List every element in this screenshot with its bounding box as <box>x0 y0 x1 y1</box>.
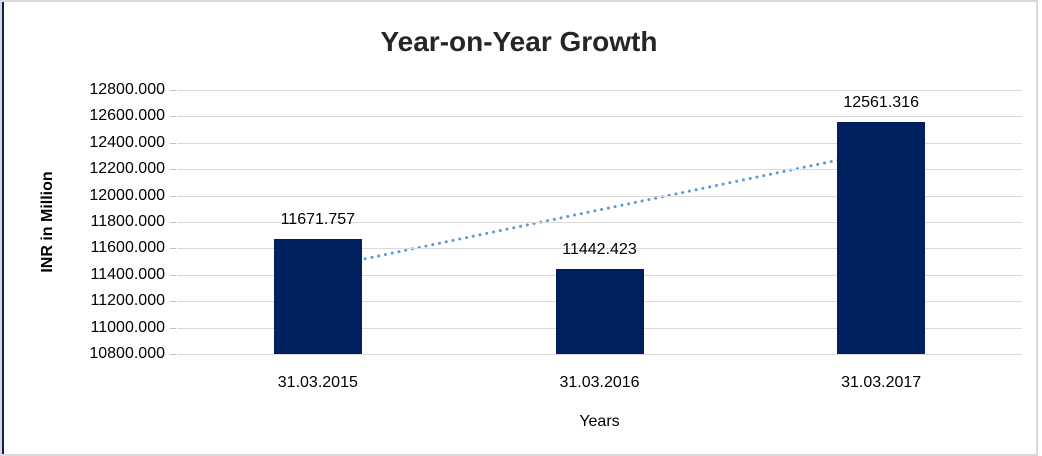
x-axis-tick-label: 31.03.2015 <box>277 374 358 391</box>
gridline <box>177 354 1022 355</box>
bar-value-label: 11442.423 <box>562 241 637 259</box>
y-axis-tick-label: 12200.000 <box>89 160 165 178</box>
y-axis-tick-label: 10800.000 <box>89 345 165 362</box>
x-axis-tick-label: 31.03.2017 <box>841 374 922 391</box>
y-axis-tick-label: 11000.000 <box>90 318 165 336</box>
y-axis-tickmark <box>170 142 176 144</box>
chart-title: Year-on-Year Growth <box>380 26 658 57</box>
y-axis-tickmark <box>170 248 176 250</box>
gridline <box>177 222 1022 223</box>
gridline <box>177 142 1022 144</box>
y-axis-tickmark <box>170 195 176 197</box>
y-axis-tick-label: 11800.000 <box>90 213 165 230</box>
y-axis-tickmark <box>170 274 176 276</box>
x-axis-tick-label: 31.03.2016 <box>559 374 640 391</box>
gridline <box>177 116 1022 118</box>
bar <box>273 238 362 354</box>
y-axis-tick-label: 11400.000 <box>90 265 165 283</box>
y-axis-tickmark <box>170 327 176 329</box>
y-axis-tick-label: 12000.000 <box>89 186 165 204</box>
gridline <box>177 195 1022 197</box>
y-axis-tickmark <box>170 90 176 91</box>
y-axis-tick-label: 11200.000 <box>90 292 165 310</box>
y-axis-tickmark <box>170 116 176 118</box>
bar <box>837 121 926 354</box>
y-axis-tick-label: 12400.000 <box>89 133 165 151</box>
bar <box>555 269 644 354</box>
gridline <box>177 169 1022 171</box>
bar-value-label: 12561.316 <box>843 93 919 111</box>
y-axis-tickmark <box>170 222 176 223</box>
y-axis-tick-label: 12800.000 <box>89 81 165 98</box>
y-axis-tickmark <box>170 301 176 303</box>
gridline <box>177 90 1022 91</box>
y-axis-tickmark <box>170 354 176 355</box>
y-axis-tick-label: 11600.000 <box>90 239 165 257</box>
bar-value-label: 11671.757 <box>280 210 356 228</box>
y-axis-tick-label: 12600.000 <box>89 107 165 125</box>
gridline <box>177 248 1022 250</box>
x-axis-title: Years <box>579 413 620 430</box>
window-left-edge <box>2 2 4 454</box>
y-axis-tickmark <box>170 169 176 171</box>
